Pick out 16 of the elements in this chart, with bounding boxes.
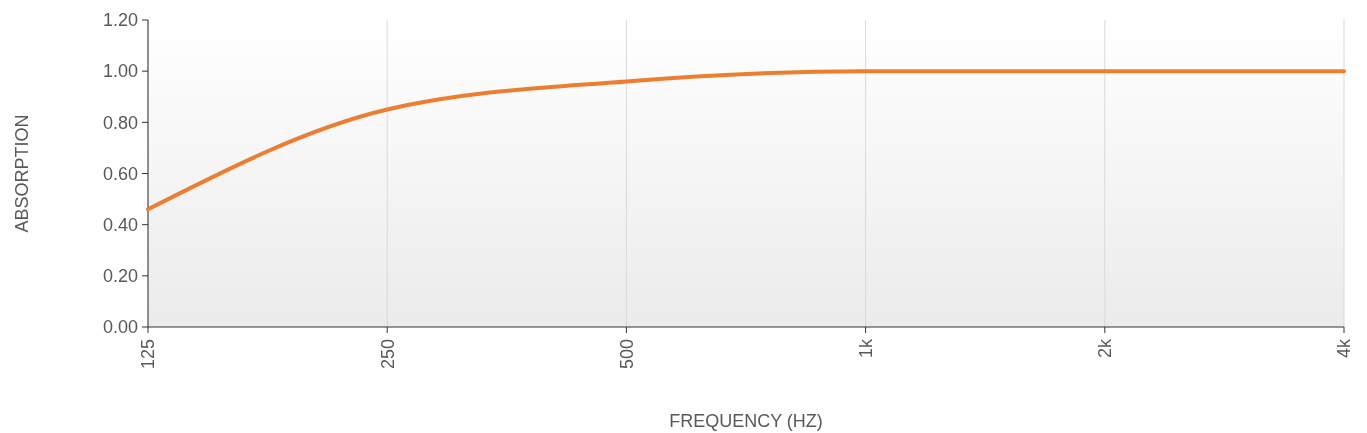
y-tick-label: 0.80 xyxy=(102,112,138,133)
y-tick-label: 1.00 xyxy=(102,61,138,82)
y-tick-label: 0.20 xyxy=(102,266,138,287)
line-series xyxy=(146,69,1346,212)
y-tick-label: 0.00 xyxy=(102,317,138,338)
x-tick-label: 4k xyxy=(1334,338,1355,359)
y-axis-title: ABSORPTION xyxy=(12,114,32,233)
y-tick-label: 0.60 xyxy=(102,163,138,184)
x-tick-label: 1k xyxy=(855,338,876,359)
y-tick-label: 0.40 xyxy=(102,214,138,235)
x-tick-label: 2k xyxy=(1095,338,1116,359)
x-tick-label: 250 xyxy=(377,339,398,370)
x-tick-label: 125 xyxy=(138,339,159,370)
x-axis-title: FREQUENCY (HZ) xyxy=(669,411,823,431)
y-tick-label: 1.20 xyxy=(102,10,138,31)
x-tick-label: 500 xyxy=(616,339,637,370)
